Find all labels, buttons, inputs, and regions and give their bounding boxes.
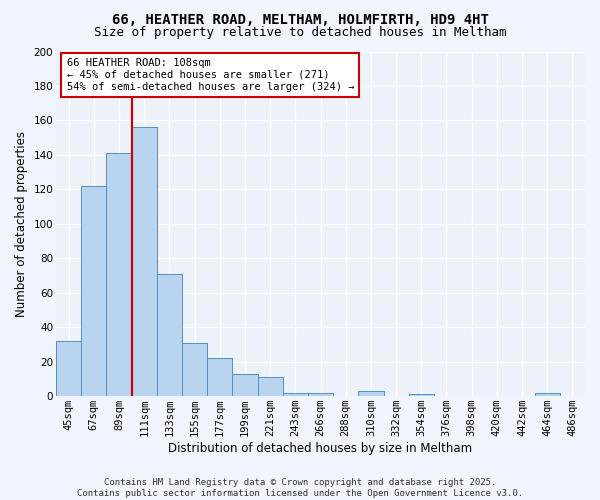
Bar bbox=[182, 342, 207, 396]
Bar bbox=[81, 186, 106, 396]
Bar bbox=[283, 392, 308, 396]
Bar bbox=[106, 153, 131, 396]
Bar bbox=[131, 128, 157, 396]
Bar bbox=[409, 394, 434, 396]
Bar bbox=[283, 392, 308, 396]
Text: 66 HEATHER ROAD: 108sqm
← 45% of detached houses are smaller (271)
54% of semi-d: 66 HEATHER ROAD: 108sqm ← 45% of detache… bbox=[67, 58, 354, 92]
Bar bbox=[157, 274, 182, 396]
Bar bbox=[106, 153, 131, 396]
Bar bbox=[308, 392, 333, 396]
Bar bbox=[207, 358, 232, 396]
Y-axis label: Number of detached properties: Number of detached properties bbox=[15, 131, 28, 317]
Text: 66, HEATHER ROAD, MELTHAM, HOLMFIRTH, HD9 4HT: 66, HEATHER ROAD, MELTHAM, HOLMFIRTH, HD… bbox=[112, 12, 488, 26]
Bar bbox=[358, 391, 383, 396]
Text: Size of property relative to detached houses in Meltham: Size of property relative to detached ho… bbox=[94, 26, 506, 39]
Bar bbox=[308, 392, 333, 396]
Bar bbox=[232, 374, 257, 396]
Bar bbox=[157, 274, 182, 396]
Bar bbox=[182, 342, 207, 396]
Bar bbox=[232, 374, 257, 396]
Text: Contains HM Land Registry data © Crown copyright and database right 2025.
Contai: Contains HM Land Registry data © Crown c… bbox=[77, 478, 523, 498]
Bar bbox=[56, 341, 81, 396]
Bar bbox=[81, 186, 106, 396]
Bar bbox=[358, 391, 383, 396]
Bar bbox=[257, 377, 283, 396]
X-axis label: Distribution of detached houses by size in Meltham: Distribution of detached houses by size … bbox=[169, 442, 473, 455]
Bar bbox=[409, 394, 434, 396]
Bar bbox=[535, 392, 560, 396]
Bar bbox=[207, 358, 232, 396]
Bar bbox=[535, 392, 560, 396]
Bar bbox=[257, 377, 283, 396]
Bar bbox=[131, 128, 157, 396]
Bar bbox=[56, 341, 81, 396]
